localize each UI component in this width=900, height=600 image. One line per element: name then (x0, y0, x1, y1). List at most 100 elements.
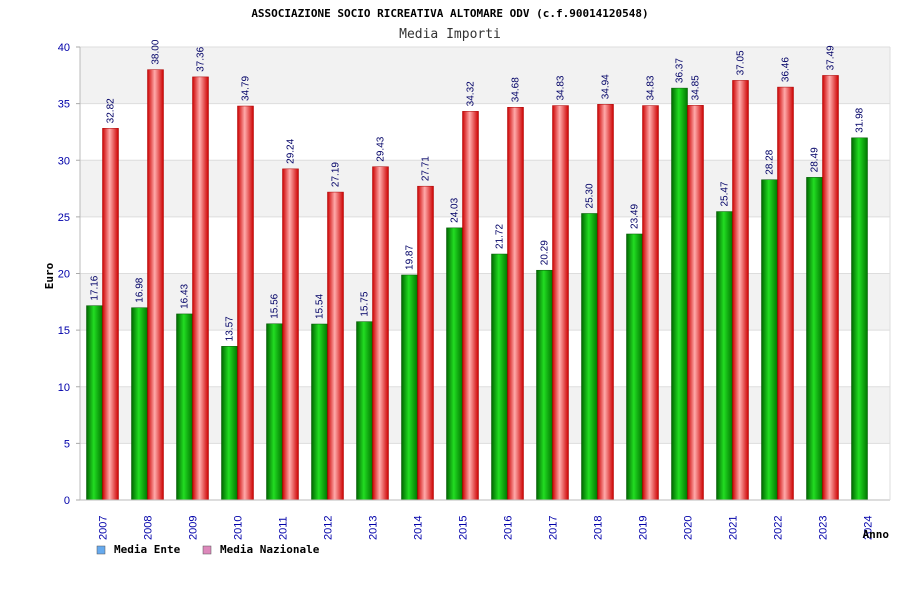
legend: Media Ente Media Nazionale (96, 543, 320, 556)
x-tick-label: 2016 (503, 516, 515, 540)
bar-media-ente (761, 179, 778, 501)
data-label-media-nazionale: 29.43 (376, 136, 387, 161)
bar-media-ente (716, 211, 733, 501)
data-label-media-nazionale: 34.94 (601, 74, 612, 99)
bar-media-ente (851, 137, 868, 501)
data-label-media-nazionale: 27.19 (331, 162, 342, 187)
bar-media-nazionale (732, 80, 749, 501)
x-tick-label: 2008 (143, 516, 155, 540)
y-tick-label: 40 (58, 42, 70, 54)
y-tick-label: 35 (58, 99, 70, 111)
x-tick-label: 2012 (323, 516, 335, 540)
x-tick-label: 2017 (548, 516, 560, 540)
x-tick-label: 2015 (458, 516, 470, 540)
legend-swatch-media-nazionale (202, 545, 212, 555)
y-tick-label: 10 (58, 382, 70, 394)
x-tick-label: 2014 (413, 516, 425, 540)
bar-media-ente (491, 253, 508, 501)
bar-media-nazionale (462, 111, 479, 501)
data-label-media-nazionale: 29.24 (286, 138, 297, 163)
data-label-media-ente: 36.37 (675, 58, 686, 83)
y-tick-label: 15 (58, 325, 70, 337)
bar-media-nazionale (147, 69, 164, 501)
x-axis-label: Anno (863, 528, 890, 541)
x-tick-label: 2018 (593, 516, 605, 540)
data-label-media-ente: 20.29 (540, 240, 551, 265)
data-label-media-ente: 16.98 (135, 277, 146, 302)
data-label-media-nazionale: 37.36 (196, 46, 207, 71)
data-label-media-nazionale: 37.49 (826, 45, 837, 70)
data-label-media-nazionale: 37.05 (736, 50, 747, 75)
legend-label-media-nazionale: Media Nazionale (220, 543, 320, 556)
data-label-media-ente: 21.72 (495, 224, 506, 249)
data-label-media-nazionale: 34.83 (556, 75, 567, 100)
bar-media-ente (311, 323, 328, 501)
bar-media-ente (221, 346, 238, 501)
bar-media-ente (446, 227, 463, 501)
x-tick-label: 2024 (863, 516, 875, 540)
bar-media-ente (266, 323, 283, 501)
bar-media-nazionale (777, 86, 794, 501)
bar-media-nazionale (552, 105, 569, 501)
x-tick-label: 2022 (773, 516, 785, 540)
bars (86, 69, 868, 501)
bar-media-nazionale (822, 75, 839, 501)
data-label-media-nazionale: 36.46 (781, 57, 792, 82)
grid-bands (80, 47, 890, 444)
bar-media-nazionale (417, 185, 434, 501)
data-label-media-nazionale: 27.71 (421, 156, 432, 181)
x-tick-label: 2023 (818, 516, 830, 540)
x-ticks: 2007 2008 2009 2010 2011 2012 2013 2014 2015 2016… (98, 516, 875, 540)
grid-band (80, 273, 890, 331)
data-label-media-ente: 15.56 (270, 293, 281, 318)
bar-media-nazionale (507, 106, 524, 501)
grid-band (80, 160, 890, 217)
bar-media-nazionale (327, 191, 344, 501)
bar-media-ente (536, 269, 553, 501)
data-label-media-ente: 31.98 (855, 107, 866, 132)
data-label-media-ente: 17.16 (90, 275, 101, 300)
y-tick-label: 30 (58, 155, 70, 167)
data-label-media-nazionale: 32.82 (106, 98, 117, 123)
bar-media-ente (806, 177, 823, 501)
bar-media-ente (176, 313, 193, 501)
bar-media-nazionale (237, 105, 254, 501)
y-tick-label: 5 (64, 438, 70, 450)
bar-media-ente (356, 321, 373, 501)
data-label-media-nazionale: 34.68 (511, 77, 522, 102)
data-label-media-nazionale: 34.32 (466, 81, 477, 106)
chart-title: ASSOCIAZIONE SOCIO RICREATIVA ALTOMARE O… (251, 7, 648, 20)
data-labels: 17.16 32.82 16.98 38.00 16.43 37.36 13.57 34.79… (90, 39, 866, 341)
grid-band (80, 47, 890, 104)
data-label-media-ente: 16.43 (180, 283, 191, 308)
data-label-media-ente: 25.30 (585, 183, 596, 208)
y-tick-label: 20 (58, 269, 70, 281)
y-ticks: 0 5 10 15 20 25 30 35 40 (58, 42, 80, 507)
data-label-media-ente: 13.57 (225, 316, 236, 341)
y-tick-label: 25 (58, 212, 70, 224)
bar-media-nazionale (192, 76, 209, 501)
data-label-media-ente: 23.49 (630, 204, 641, 229)
data-label-media-ente: 24.03 (450, 197, 461, 222)
x-tick-label: 2009 (188, 516, 200, 540)
x-tick-label: 2011 (278, 516, 290, 540)
bar-media-ente (401, 274, 418, 501)
bar-media-nazionale (642, 105, 659, 501)
bar-media-nazionale (687, 105, 704, 501)
bar-media-nazionale (282, 168, 299, 501)
data-label-media-ente: 28.49 (810, 147, 821, 172)
x-tick-label: 2013 (368, 516, 380, 540)
x-tick-label: 2019 (638, 516, 650, 540)
legend-swatch-media-ente (96, 545, 106, 555)
data-label-media-ente: 25.47 (720, 181, 731, 206)
bar-media-nazionale (597, 104, 614, 501)
bar-media-ente (671, 87, 688, 501)
x-tick-label: 2007 (98, 516, 110, 540)
bar-media-nazionale (372, 166, 389, 501)
legend-label-media-ente: Media Ente (114, 543, 181, 556)
x-tick-label: 2021 (728, 516, 740, 540)
data-label-media-nazionale: 34.83 (646, 75, 657, 100)
bar-media-nazionale (102, 128, 119, 501)
data-label-media-nazionale: 34.79 (241, 76, 252, 101)
